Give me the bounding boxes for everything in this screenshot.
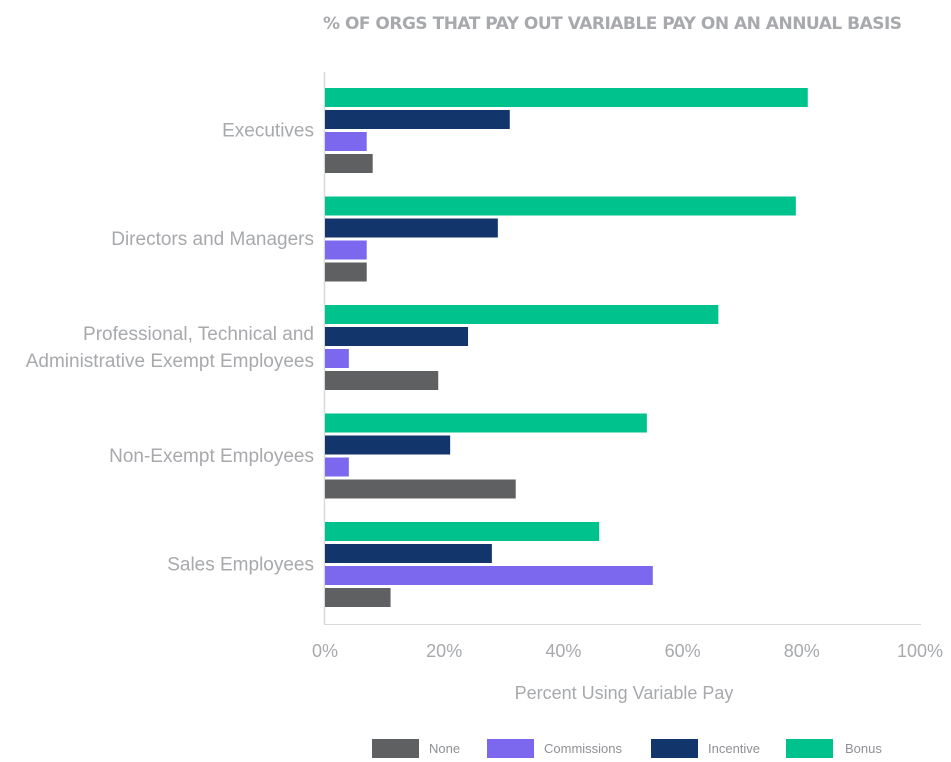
legend-label-bonus: Bonus (845, 741, 882, 756)
category-labels: Executives Directors and Managers Professi… (26, 121, 314, 576)
bar-commissions-sales-employees (325, 566, 653, 585)
legend: None Commissions Incentive Bonus (372, 739, 882, 758)
category-label-non-exempt-employees: Non-Exempt Employees (109, 446, 314, 467)
x-axis-title: Percent Using Variable Pay (515, 683, 734, 703)
bar-incentive-directors-and-managers (325, 218, 498, 238)
bar-commissions-professional-technical-and-administrative-exempt-employees (325, 349, 349, 368)
bar-bonus-professional-technical-and-administrative-exempt-employees (325, 305, 719, 324)
x-tick-label-60pct: 60% (665, 641, 701, 661)
category-label-professional-technical-and-administrative-exempt-employees-line-2: Administrative Exempt Employees (26, 351, 314, 372)
x-tick-label-20pct: 20% (426, 641, 462, 661)
x-tick-labels: 0% 20% 40% 60% 80% 100% (312, 641, 943, 661)
bar-none-professional-technical-and-administrative-exempt-employees (325, 371, 439, 390)
category-label-professional-technical-and-administrative-exempt-employees-line-1: Professional, Technical and (83, 324, 314, 345)
x-tick-label-40pct: 40% (545, 641, 581, 661)
legend-label-none: None (429, 741, 460, 756)
x-tick-label-0pct: 0% (312, 641, 338, 661)
category-label-executives: Executives (222, 121, 314, 142)
bar-bonus-executives (325, 88, 808, 107)
bar-none-non-exempt-employees (325, 479, 516, 499)
bar-bonus-sales-employees (325, 522, 600, 541)
legend-label-commissions: Commissions (544, 741, 623, 756)
bar-none-sales-employees (325, 588, 391, 607)
category-label-directors-and-managers: Directors and Managers (111, 229, 314, 250)
bar-incentive-professional-technical-and-administrative-exempt-employees (325, 327, 469, 346)
x-tick-label-100pct: 100% (897, 641, 943, 661)
legend-swatch-bonus (786, 739, 833, 758)
bar-incentive-non-exempt-employees (325, 435, 451, 455)
bar-none-directors-and-managers (325, 262, 367, 282)
chart-title: % OF ORGS THAT PAY OUT VARIABLE PAY ON A… (323, 14, 902, 34)
bar-bonus-directors-and-managers (325, 196, 796, 216)
category-label-sales-employees: Sales Employees (167, 555, 314, 576)
legend-label-incentive: Incentive (708, 741, 760, 756)
bar-commissions-directors-and-managers (325, 240, 367, 260)
legend-swatch-none (372, 739, 419, 758)
bar-incentive-executives (325, 110, 510, 129)
bar-commissions-non-exempt-employees (325, 457, 349, 477)
bar-none-executives (325, 154, 373, 173)
legend-swatch-incentive (651, 739, 698, 758)
bar-incentive-sales-employees (325, 544, 492, 563)
bars-layer (325, 88, 808, 607)
bar-commissions-executives (325, 132, 367, 151)
legend-swatch-commissions (487, 739, 534, 758)
bar-bonus-non-exempt-employees (325, 413, 647, 433)
x-tick-label-80pct: 80% (784, 641, 820, 661)
